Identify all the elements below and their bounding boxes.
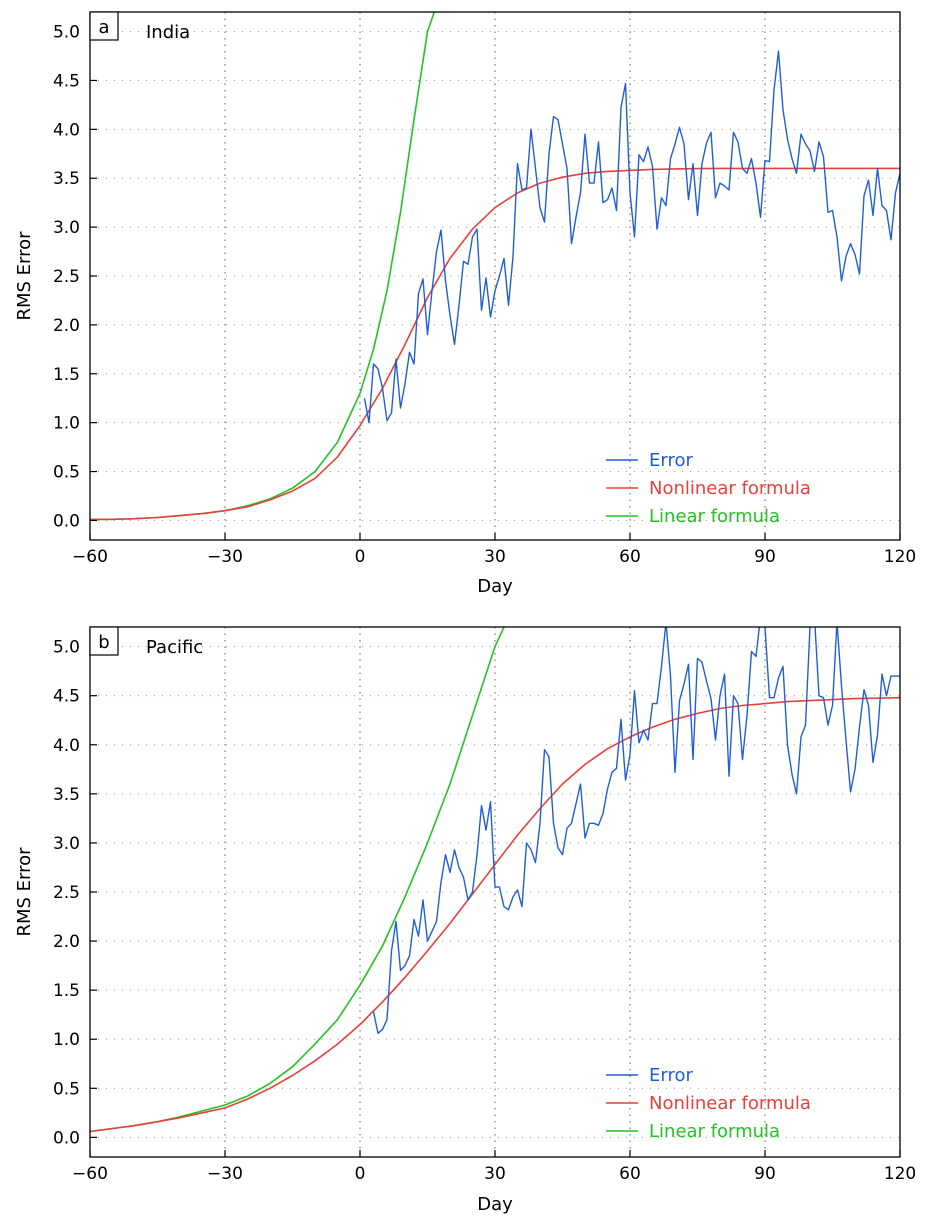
legend-label: Error — [649, 1065, 693, 1086]
panel-label: a — [98, 17, 109, 38]
series-line-error — [372, 627, 900, 1035]
y-tick-label: 4.5 — [53, 687, 80, 707]
plot-area — [90, 12, 900, 521]
y-tick-label: 1.5 — [53, 981, 80, 1001]
y-tick-label: 3.0 — [53, 834, 80, 854]
y-tick-label: 1.5 — [53, 365, 80, 385]
x-tick-label: 30 — [484, 547, 506, 567]
y-tick-label: 0.0 — [53, 511, 80, 531]
legend-label: Linear formula — [649, 1121, 780, 1142]
x-tick-label: 90 — [754, 1164, 776, 1184]
chart-panel-b: −60 −30 0 30 60 90 120 0.0 0.5 1.0 1.5 2.0 2.5 3.0 3.5… — [14, 626, 916, 1215]
series-line-linear-formula — [90, 12, 436, 521]
series-line-nonlinear-formula — [90, 696, 900, 1133]
x-axis-label: Day — [477, 1194, 513, 1215]
y-tick-label: 3.5 — [53, 785, 80, 805]
x-tick-label: 60 — [619, 1164, 641, 1184]
y-tick-label: 2.0 — [53, 932, 80, 952]
legend: Error Nonlinear formula Linear formula — [606, 1065, 811, 1142]
x-tick-label: 30 — [484, 1164, 506, 1184]
plot-area — [90, 627, 900, 1133]
y-tick-label: 5.0 — [53, 23, 80, 43]
panel-label-box — [89, 11, 119, 41]
x-tick-label: −30 — [207, 547, 243, 567]
legend-label: Nonlinear formula — [649, 1093, 811, 1114]
region-label: India — [146, 22, 190, 43]
x-tick-label: 120 — [884, 547, 916, 567]
x-tick-label: 0 — [355, 1164, 366, 1184]
legend: Error Nonlinear formula Linear formula — [606, 450, 811, 527]
y-tick-label: 4.0 — [53, 120, 80, 140]
y-axis-label: RMS Error — [14, 231, 35, 321]
legend-label: Nonlinear formula — [649, 478, 811, 499]
panel-label: b — [98, 632, 109, 653]
y-tick-label: 4.5 — [53, 71, 80, 91]
y-tick-label: 3.5 — [53, 169, 80, 189]
x-tick-label: 60 — [619, 547, 641, 567]
y-tick-label: 0.0 — [53, 1128, 80, 1148]
y-tick-label: 0.5 — [53, 1079, 80, 1099]
y-tick-label: 5.0 — [53, 638, 80, 658]
y-tick-label: 2.5 — [53, 883, 80, 903]
x-axis-label: Day — [477, 576, 513, 597]
x-tick-label: 90 — [754, 547, 776, 567]
x-tick-label: −60 — [72, 1164, 108, 1184]
legend-label: Linear formula — [649, 506, 780, 527]
x-tick-label: 120 — [884, 1164, 916, 1184]
chart-panel-a: −60 −30 0 30 60 90 120 0.0 0.5 1.0 1.5 2.0 2.5 3.0 3.5… — [14, 11, 916, 597]
x-tick-label: −60 — [72, 547, 108, 567]
y-tick-label: 1.0 — [53, 414, 80, 434]
panel-label-box — [89, 626, 119, 656]
y-tick-label: 2.5 — [53, 267, 80, 287]
legend-label: Error — [649, 450, 693, 471]
x-tick-label: 0 — [355, 547, 366, 567]
region-label: Pacific — [146, 637, 203, 658]
y-tick-label: 4.0 — [53, 736, 80, 756]
y-tick-label: 0.5 — [53, 463, 80, 483]
x-tick-label: −30 — [207, 1164, 243, 1184]
y-tick-label: 1.0 — [53, 1030, 80, 1050]
y-axis-label: RMS Error — [14, 847, 35, 937]
y-tick-label: 2.0 — [53, 316, 80, 336]
y-tick-label: 3.0 — [53, 218, 80, 238]
series-line-error — [363, 50, 900, 424]
